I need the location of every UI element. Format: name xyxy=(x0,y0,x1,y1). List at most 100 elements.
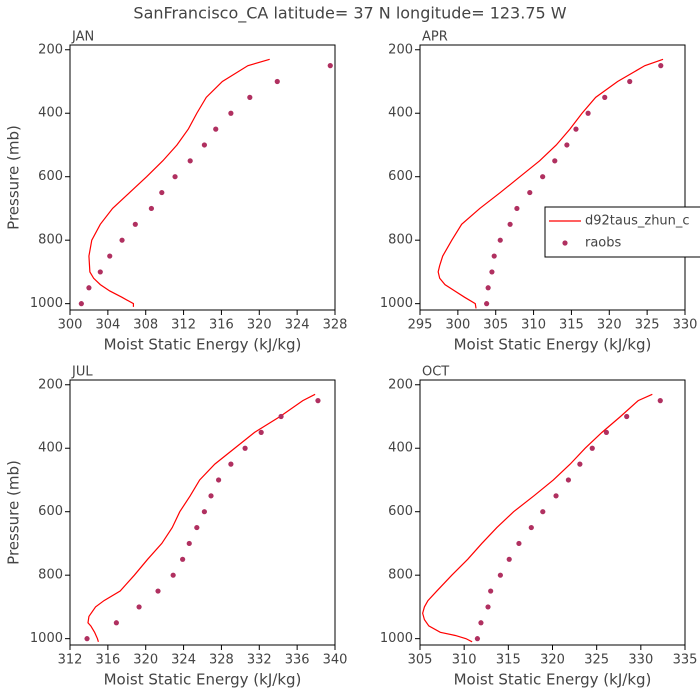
obs-point xyxy=(528,524,534,531)
obs-point xyxy=(514,205,520,212)
obs-point xyxy=(194,524,200,531)
obs-point xyxy=(170,572,176,578)
obs-point xyxy=(136,604,142,610)
y-tick-label: 400 xyxy=(388,441,413,456)
panel-label: OCT xyxy=(422,365,449,380)
obs-point xyxy=(488,588,494,594)
obs-point xyxy=(506,556,512,562)
x-axis-label: Moist Static Energy (kJ/kg) xyxy=(454,336,652,354)
x-tick-label: 328 xyxy=(209,653,234,668)
y-tick-label: 400 xyxy=(388,106,413,121)
x-tick-label: 330 xyxy=(673,318,698,333)
y-tick-label: 400 xyxy=(38,106,63,121)
obs-point xyxy=(589,445,595,451)
legend-label: d92taus_zhun_c xyxy=(585,214,690,229)
x-tick-label: 305 xyxy=(408,653,433,668)
x-tick-label: 295 xyxy=(408,318,433,333)
x-tick-label: 324 xyxy=(285,318,310,333)
obs-point xyxy=(485,604,491,610)
obs-point xyxy=(180,556,186,562)
obs-point xyxy=(497,237,503,243)
obs-point xyxy=(540,174,546,180)
x-tick-label: 340 xyxy=(323,653,348,668)
x-tick-label: 336 xyxy=(285,653,310,668)
x-tick-label: 308 xyxy=(133,318,158,333)
x-tick-label: 315 xyxy=(496,653,521,668)
obs-point xyxy=(78,301,84,307)
panel: APR 295 300 305 310 315 320 325 330 200 400 600 800 1… xyxy=(380,30,700,354)
y-tick-label: 200 xyxy=(38,377,63,392)
obs-point xyxy=(247,94,253,100)
panel-label: JAN xyxy=(71,30,94,45)
obs-point xyxy=(228,110,234,116)
page-title: SanFrancisco_CA latitude= 37 N longitude… xyxy=(133,4,566,24)
obs-point xyxy=(497,572,503,578)
y-tick-label: 800 xyxy=(388,568,413,583)
x-tick-label: 325 xyxy=(635,318,660,333)
obs-point xyxy=(573,126,579,132)
obs-point xyxy=(527,189,533,196)
x-tick-label: 328 xyxy=(323,318,348,333)
y-tick-label: 1000 xyxy=(380,631,413,646)
obs-point xyxy=(159,189,165,196)
obs-point xyxy=(315,398,321,404)
x-tick-label: 312 xyxy=(58,653,83,668)
plot-frame xyxy=(419,379,686,646)
legend-box xyxy=(544,206,700,258)
plot-frame xyxy=(69,44,336,311)
y-tick-label: 200 xyxy=(388,377,413,392)
panel: OCT 305 310 315 320 325 330 335 200 400 600 800 1000… xyxy=(380,365,698,689)
legend-label: raobs xyxy=(585,236,622,251)
x-axis-label: Moist Static Energy (kJ/kg) xyxy=(104,671,302,689)
panel: JUL 312 316 320 324 328 332 336 340 200 400 600 800 1… xyxy=(5,365,348,689)
obs-point xyxy=(132,221,138,227)
obs-point xyxy=(658,63,664,69)
obs-point xyxy=(553,493,559,499)
x-tick-label: 300 xyxy=(445,318,470,333)
obs-point xyxy=(540,509,546,515)
obs-point xyxy=(489,269,495,275)
x-tick-label: 304 xyxy=(95,318,120,333)
y-tick-label: 400 xyxy=(38,441,63,456)
y-tick-label: 800 xyxy=(38,568,63,583)
obs-point xyxy=(107,253,113,259)
obs-point xyxy=(484,301,490,307)
obs-point xyxy=(478,620,484,626)
profile-line xyxy=(437,58,664,309)
obs-point xyxy=(507,221,513,227)
x-tick-label: 330 xyxy=(628,653,653,668)
x-tick-label: 320 xyxy=(247,318,272,333)
profile-line xyxy=(87,393,316,642)
obs-point xyxy=(201,142,207,148)
obs-point xyxy=(258,429,264,435)
obs-point xyxy=(564,142,570,148)
profile-line xyxy=(422,393,653,643)
y-tick-label: 800 xyxy=(38,233,63,248)
obs-point xyxy=(327,63,333,69)
y-tick-label: 200 xyxy=(38,42,63,57)
x-tick-label: 320 xyxy=(597,318,622,333)
obs-point xyxy=(627,78,633,85)
y-axis-label: Pressure (mb) xyxy=(5,460,23,565)
obs-point xyxy=(577,461,583,467)
legend-marker xyxy=(562,240,568,246)
panel: JAN 300 304 308 312 316 320 324 328 200 400 600 800 1… xyxy=(5,30,348,354)
y-tick-label: 1000 xyxy=(380,296,413,311)
obs-point xyxy=(228,461,234,467)
x-tick-label: 324 xyxy=(171,653,196,668)
y-tick-label: 1000 xyxy=(30,631,63,646)
panel-label: JUL xyxy=(71,365,93,380)
x-axis-label: Moist Static Energy (kJ/kg) xyxy=(104,336,302,354)
x-tick-label: 310 xyxy=(521,318,546,333)
x-tick-label: 300 xyxy=(58,318,83,333)
obs-point xyxy=(585,110,591,116)
obs-point xyxy=(242,445,248,451)
x-tick-label: 325 xyxy=(584,653,609,668)
x-tick-label: 332 xyxy=(247,653,272,668)
obs-point xyxy=(84,636,90,642)
y-tick-label: 600 xyxy=(388,169,413,184)
obs-point xyxy=(113,620,119,626)
obs-point xyxy=(603,429,609,435)
x-tick-label: 312 xyxy=(171,318,196,333)
obs-point xyxy=(97,269,103,275)
